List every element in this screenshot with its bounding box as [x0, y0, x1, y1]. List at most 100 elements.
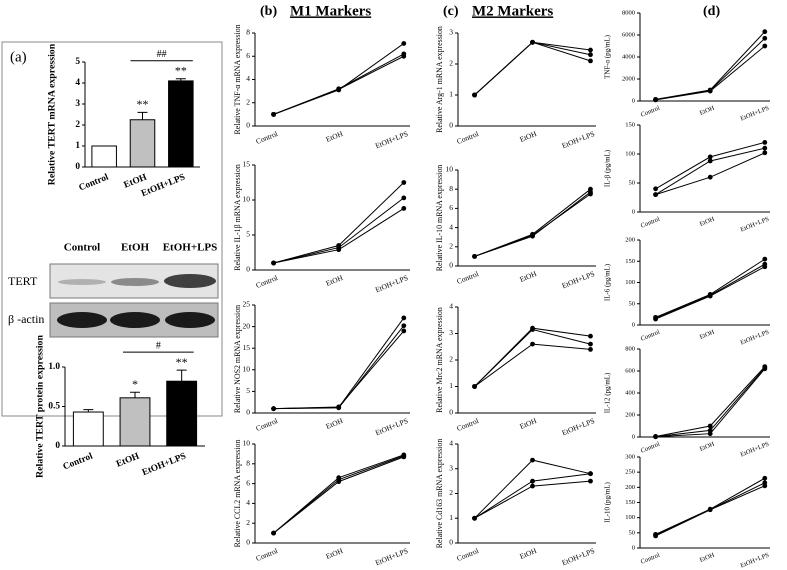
error-bar: [130, 391, 140, 398]
y-axis-label: Relative IL-1β mRNA expression: [233, 164, 242, 271]
x-tick-label: EtOH+LPS: [141, 451, 188, 478]
panel-title: M1 Markers: [290, 3, 371, 19]
point: [588, 191, 593, 197]
y-tick-label: 25: [243, 300, 251, 309]
point: [707, 158, 713, 164]
point: [653, 192, 658, 198]
y-tick-label: 1: [75, 141, 80, 151]
y-tick-label: 8: [246, 28, 250, 37]
point: [588, 58, 593, 64]
y-tick-label: 2: [246, 97, 250, 106]
bar: [168, 80, 194, 168]
point: [762, 256, 768, 262]
significance: **: [175, 64, 187, 78]
y-tick-label: 2: [449, 59, 453, 68]
y-tick-label: 2000: [622, 76, 636, 83]
y-axis-label: IL-12 (pg/mL): [605, 373, 612, 414]
y-axis-label: Relative IL-10 mRNA expression: [435, 165, 444, 272]
x-tick-label: EtOH: [518, 546, 538, 561]
y-axis-label: IL-10 (pg/mL): [605, 482, 612, 523]
x-tick-label: Control: [640, 329, 661, 343]
y-tick-label: 4: [246, 498, 250, 507]
point: [707, 154, 713, 160]
y-axis-label: Relative CCL2 mRNA expression: [233, 440, 242, 548]
y-tick-label: 100: [625, 151, 636, 158]
y-tick-label: 200: [625, 237, 636, 244]
panel-label: (d): [703, 4, 720, 19]
y-tick-label: 1: [449, 381, 453, 390]
point: [336, 479, 342, 485]
x-tick-label: Control: [455, 416, 480, 433]
band: [110, 312, 160, 328]
x-tick-label: EtOH+LPS: [374, 129, 409, 150]
y-tick-label: 150: [625, 122, 636, 129]
x-tick-label: EtOH+LPS: [560, 546, 595, 567]
y-tick-label: 800: [625, 346, 636, 353]
x-tick-label: Control: [455, 546, 480, 563]
y-tick-label: 0: [449, 121, 453, 130]
point: [472, 254, 477, 259]
point: [707, 423, 713, 429]
error-bar: [137, 111, 148, 120]
y-tick-label: 4: [449, 439, 453, 448]
y-tick-label: 150: [625, 258, 636, 265]
point: [530, 327, 535, 332]
point: [653, 97, 658, 103]
y-tick-label: 6000: [622, 32, 636, 39]
x-tick-label: EtOH: [325, 273, 345, 288]
y-axis-label: Relative Cd163 mRNA expression: [435, 439, 444, 549]
y-tick-label: 6: [246, 51, 250, 60]
band: [57, 312, 107, 328]
y-tick-label: 0: [246, 265, 250, 274]
row-label: β -actin: [8, 312, 44, 326]
x-tick-label: EtOH: [699, 441, 716, 453]
lane-label: EtOH+LPS: [163, 242, 218, 254]
point: [762, 29, 768, 35]
point: [401, 195, 407, 201]
y-tick-label: 5: [246, 230, 250, 239]
point: [472, 384, 477, 389]
y-tick-label: 2: [449, 242, 453, 251]
point: [707, 431, 713, 437]
x-tick-label: EtOH: [699, 329, 716, 341]
y-tick-label: 200: [625, 412, 636, 419]
series-line: [474, 327, 591, 387]
x-tick-label: Control: [254, 546, 279, 563]
point: [588, 341, 593, 347]
y-tick-label: 0: [246, 121, 250, 130]
panel-label: (a): [10, 49, 27, 65]
point: [588, 52, 593, 58]
point: [653, 316, 658, 322]
y-tick-label: 0: [632, 545, 636, 552]
y-tick-label: 1: [449, 513, 453, 522]
y-tick-label: 2: [449, 488, 453, 497]
point: [762, 35, 768, 41]
point: [762, 366, 768, 372]
error-bar: [83, 409, 94, 413]
x-tick-label: EtOH+LPS: [739, 105, 770, 123]
y-tick-label: 10: [446, 165, 454, 174]
point: [653, 533, 658, 539]
y-axis-label: Relative TERT protein expression: [34, 335, 45, 478]
x-tick-label: Control: [254, 416, 279, 433]
y-tick-label: 0: [632, 322, 636, 329]
bar: [72, 411, 104, 447]
point: [401, 41, 407, 46]
series-line: [474, 343, 591, 387]
y-axis-label: Relative NOS2 mRNA expression: [233, 305, 242, 413]
y-axis-label: Relative Arg-1 mRNA expression: [435, 26, 444, 133]
y-tick-label: 200: [625, 484, 636, 491]
y-tick-label: 6: [449, 203, 453, 212]
point: [401, 454, 407, 460]
panel-title: M2 Markers: [472, 3, 553, 19]
x-tick-label: EtOH: [325, 546, 345, 561]
y-tick-label: 0: [632, 98, 636, 105]
error-bar: [175, 78, 186, 81]
y-tick-label: 0: [246, 408, 250, 417]
y-tick-label: 3: [449, 463, 453, 472]
point: [271, 260, 276, 266]
y-tick-label: 4: [449, 302, 453, 311]
bar: [91, 145, 117, 168]
y-tick-label: 8000: [622, 10, 636, 17]
